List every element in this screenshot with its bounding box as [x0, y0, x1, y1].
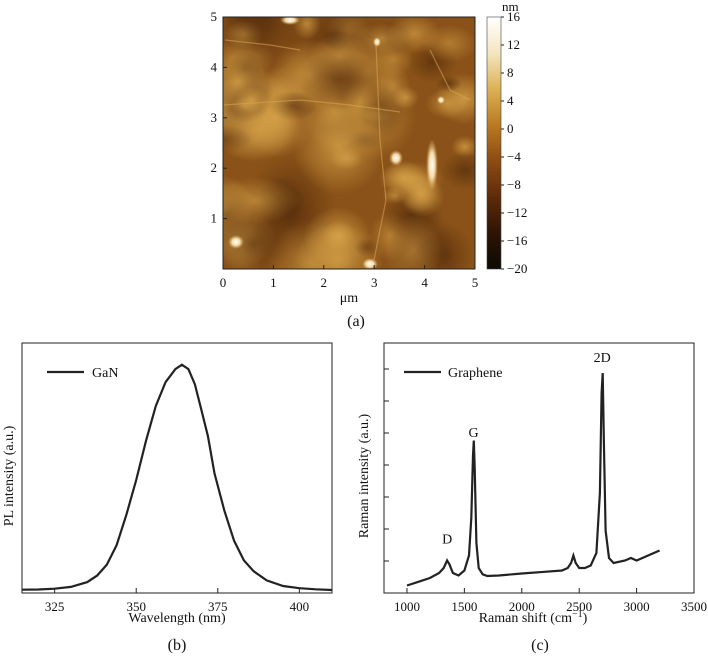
plot-c-frame	[383, 342, 695, 594]
afm-y-axis: 1 2 3 4 5	[211, 9, 227, 226]
afm-texture-blob	[322, 220, 356, 250]
afm-x-tick-label: 5	[472, 275, 479, 290]
x-tick-label: 325	[45, 599, 65, 614]
afm-texture-blob	[425, 88, 469, 119]
afm-x-tick-label: 1	[270, 275, 277, 290]
x-tick-label: 1000	[394, 599, 420, 614]
legend-b-label: GaN	[92, 366, 118, 381]
x-tick-label: 3000	[624, 599, 650, 614]
afm-texture-blob	[440, 151, 475, 190]
peak-annotation: 2D	[594, 351, 611, 366]
caption-b: (b)	[168, 637, 187, 654]
afm-texture-blob	[223, 185, 256, 246]
plot-c-annotations: D G 2D	[442, 351, 611, 547]
plot-c-y-label: Raman intensity (a.u.)	[357, 413, 372, 538]
afm-bright-spot	[426, 139, 438, 191]
caption-c: (c)	[531, 637, 549, 654]
colorbar-ticks: 16 12 8 4 0 −4 −8 −12 −16 −20	[501, 9, 528, 276]
colorbar-tick-label: −16	[507, 233, 528, 248]
afm-texture-blob	[235, 86, 268, 113]
afm-y-tick-label: 4	[211, 59, 218, 74]
plot-c-x-axis: 1000 1500 2000 2500 3000 3500	[394, 588, 707, 614]
peak-annotation: G	[468, 426, 478, 441]
afm-bright-spot	[362, 258, 378, 269]
x-tick-label: 3500	[681, 599, 707, 614]
afm-bright-spot	[389, 150, 403, 166]
x-tick-label: 400	[290, 599, 310, 614]
plot-b-y-label: PL intensity (a.u.)	[2, 425, 17, 526]
afm-texture	[223, 17, 475, 269]
afm-x-label: μm	[340, 291, 359, 306]
plot-b-x-axis: 325 350 375 400	[45, 588, 309, 614]
afm-step-edge	[223, 99, 401, 113]
afm-y-tick-label: 3	[211, 110, 218, 125]
colorbar-tick-label: −4	[507, 149, 521, 164]
afm-texture-blob	[392, 85, 419, 110]
afm-bright-spot	[437, 96, 445, 104]
afm-step-edge	[373, 44, 387, 261]
colorbar-tick-label: 16	[507, 9, 521, 24]
afm-x-tick-label: 2	[321, 275, 328, 290]
afm-x-tick-label: 3	[371, 275, 378, 290]
peak-annotation: D	[442, 532, 452, 547]
afm-step-edge	[224, 39, 301, 51]
series-graphene-line	[406, 372, 661, 587]
afm-texture-blob	[293, 99, 385, 195]
panel-b: 325 350 375 400 GaN Wavelength (nm) PL inte…	[2, 342, 333, 654]
afm-y-tick-label: 2	[211, 160, 218, 175]
colorbar	[486, 16, 502, 270]
afm-texture-blob	[223, 124, 253, 155]
afm-image	[223, 17, 475, 269]
afm-bright-spot	[373, 37, 381, 47]
series-gan-line	[21, 363, 333, 592]
x-tick-label: 350	[126, 599, 146, 614]
afm-x-tick-label: 4	[421, 275, 428, 290]
afm-x-axis: 0 1 2 3 4 5	[220, 265, 479, 290]
afm-texture-blob	[353, 237, 380, 257]
colorbar-tick-label: 12	[507, 37, 520, 52]
colorbar-tick-label: −12	[507, 205, 527, 220]
afm-x-tick-label: 0	[220, 275, 227, 290]
caption-a: (a)	[347, 313, 365, 330]
x-tick-label: 375	[208, 599, 228, 614]
afm-texture-blob	[298, 50, 382, 110]
x-tick-label: 2000	[509, 599, 535, 614]
afm-frame	[222, 16, 476, 270]
colorbar-tick-label: −8	[507, 177, 521, 192]
afm-y-tick-label: 1	[211, 211, 218, 226]
legend-c-label: Graphene	[448, 366, 502, 381]
x-tick-label: 1500	[451, 599, 477, 614]
panel-c: 1000 1500 2000 2500 3000 3500 D G 2D Graphene R…	[357, 342, 707, 654]
afm-texture-blob	[386, 17, 441, 54]
afm-texture-blob	[383, 215, 443, 269]
afm-step-edge	[429, 49, 471, 101]
plot-c-x-label: Raman shift (cm−1)	[479, 609, 588, 626]
afm-bright-spot	[280, 17, 300, 25]
plot-c-y-ticks	[384, 368, 389, 562]
colorbar-tick-label: −20	[507, 261, 527, 276]
afm-bright-spot	[228, 235, 244, 249]
colorbar-tick-label: 8	[507, 65, 514, 80]
colorbar-tick-label: 0	[507, 121, 514, 136]
afm-y-tick-label: 5	[211, 9, 218, 24]
colorbar-unit: nm	[502, 0, 519, 14]
colorbar-tick-label: 4	[507, 93, 514, 108]
x-tick-label: 2500	[566, 599, 592, 614]
plot-b-x-label: Wavelength (nm)	[128, 611, 226, 626]
plot-b-frame	[21, 342, 333, 594]
